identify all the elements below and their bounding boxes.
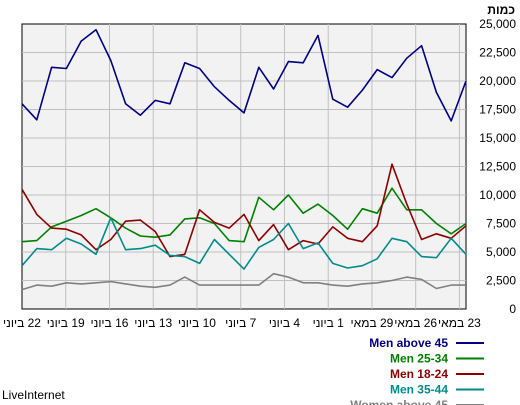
series-line-0: [21, 28, 467, 122]
y-tick-label: 17,500: [479, 103, 516, 117]
series-lines: [21, 28, 467, 291]
x-tick-label: 26 במאי: [394, 316, 437, 330]
series-line-1: [21, 187, 467, 243]
x-tick-label: 4 ביוני: [269, 316, 301, 330]
series-line-3: [21, 217, 467, 270]
legend-label: Men 35-44: [390, 383, 448, 397]
y-tick-label: 5,000: [486, 245, 516, 259]
y-tick-label: 25,000: [479, 17, 516, 31]
legend-label: Men 25-34: [390, 352, 448, 366]
x-tick-label: 16 ביוני: [91, 316, 129, 330]
y-axis-ticks: 0 2,500 5,000 7,500 10,000 12,500 15,000 17,500…: [479, 17, 516, 316]
y-tick-label: 22,500: [479, 46, 516, 60]
legend-label: Men 18-24: [390, 367, 448, 381]
series-line-2: [21, 163, 467, 258]
x-tick-label: 19 ביוני: [47, 316, 85, 330]
x-tick-label: 7 ביוני: [225, 316, 257, 330]
y-tick-label: 0: [509, 302, 516, 316]
y-tick-label: 15,000: [479, 131, 516, 145]
x-tick-label: 10 ביוני: [178, 316, 216, 330]
x-tick-label: 29 במאי: [351, 316, 394, 330]
x-tick-label: 13 ביוני: [134, 316, 172, 330]
y-tick-label: 20,000: [479, 74, 516, 88]
y-tick-label: 12,500: [479, 160, 516, 174]
x-tick-label: 1 ביוני: [313, 316, 345, 330]
legend-label: Women above 45: [350, 398, 448, 405]
series-line-4: [21, 272, 466, 291]
x-axis-ticks: 22 ביוני 19 ביוני 16 ביוני 13 ביוני 10 ביוני…: [3, 316, 481, 330]
y-tick-label: 2,500: [486, 274, 516, 288]
x-tick-label: 23 במאי: [438, 316, 481, 330]
legend-label: Men above 45: [369, 336, 448, 350]
y-axis-label: כמות: [487, 3, 515, 17]
x-tick-label: 22 ביוני: [3, 316, 41, 330]
y-tick-label: 7,500: [486, 217, 516, 231]
y-tick-label: 10,000: [479, 188, 516, 202]
brand-label: LiveInternet: [2, 388, 65, 402]
